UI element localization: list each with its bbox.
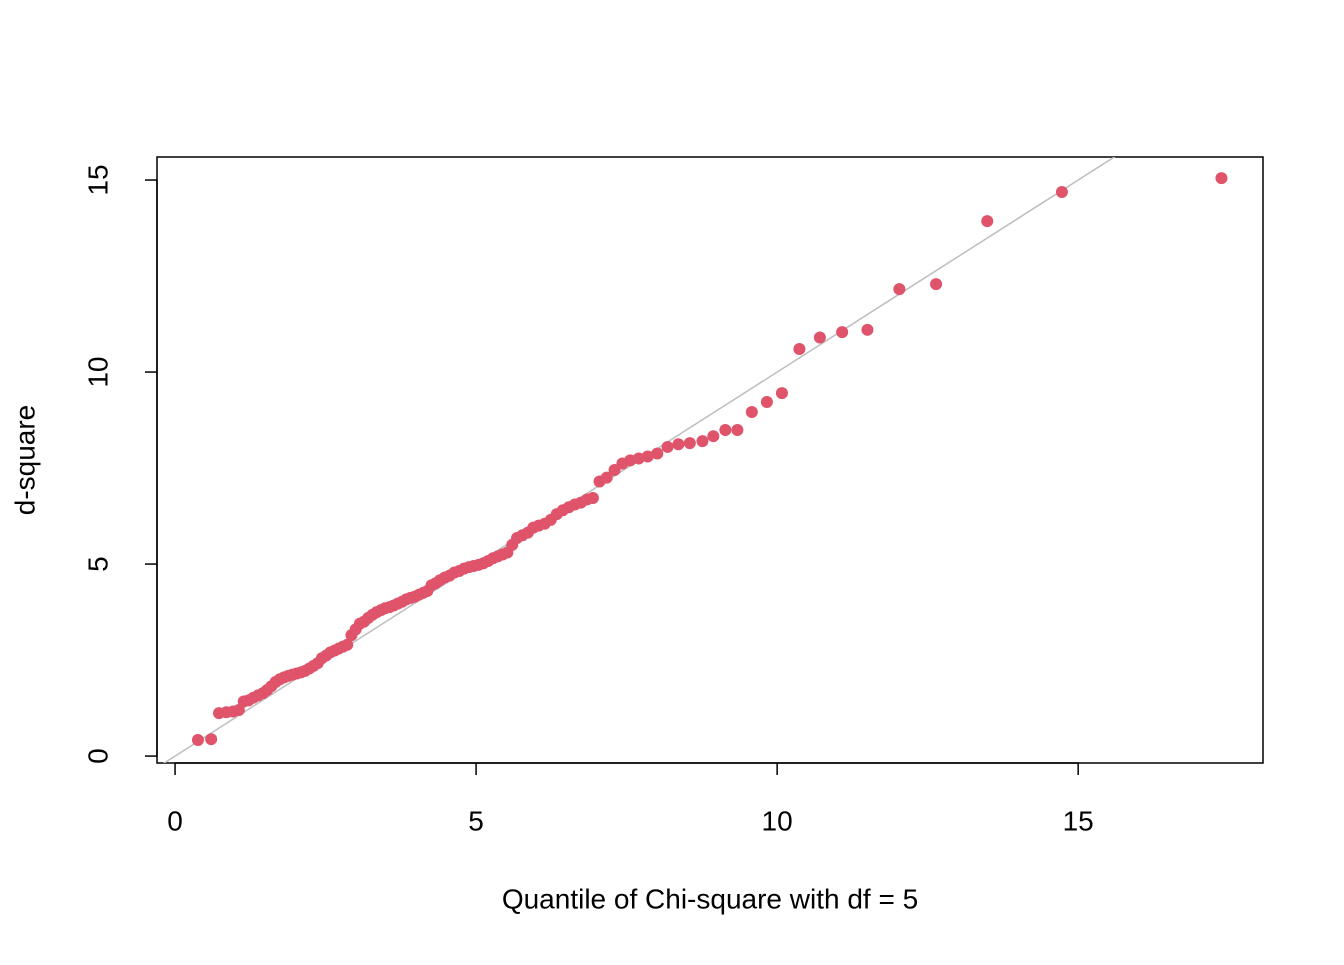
point: [836, 326, 849, 339]
y-axis-title: d-square: [9, 405, 40, 516]
x-tick-label: 15: [1063, 805, 1094, 836]
x-tick-label: 5: [468, 805, 484, 836]
y-tick-label: 10: [82, 356, 113, 387]
point: [861, 323, 874, 336]
point: [661, 440, 674, 453]
point: [707, 430, 720, 443]
point: [793, 343, 806, 356]
point: [641, 450, 654, 463]
point: [672, 438, 685, 451]
x-tick-label: 10: [762, 805, 793, 836]
x-axis-title: Quantile of Chi-square with df = 5: [502, 883, 918, 914]
point: [981, 215, 994, 228]
point: [632, 452, 645, 465]
point: [683, 437, 696, 450]
point: [600, 471, 613, 484]
point: [745, 405, 758, 418]
y-tick-label: 0: [82, 748, 113, 764]
x-tick-label: 0: [167, 805, 183, 836]
point: [719, 424, 732, 437]
point: [775, 387, 788, 400]
point: [760, 396, 773, 409]
y-tick-label: 15: [82, 164, 113, 195]
point: [1055, 185, 1068, 198]
y-tick-label: 5: [82, 556, 113, 572]
point: [696, 435, 709, 448]
point: [341, 638, 354, 651]
point: [1215, 172, 1228, 185]
point: [586, 492, 599, 505]
point: [651, 447, 664, 460]
plot-box: [156, 156, 1264, 764]
point: [930, 278, 943, 291]
point: [893, 283, 906, 296]
point: [813, 331, 826, 344]
point: [205, 733, 218, 746]
point: [191, 733, 204, 746]
point: [731, 424, 744, 437]
